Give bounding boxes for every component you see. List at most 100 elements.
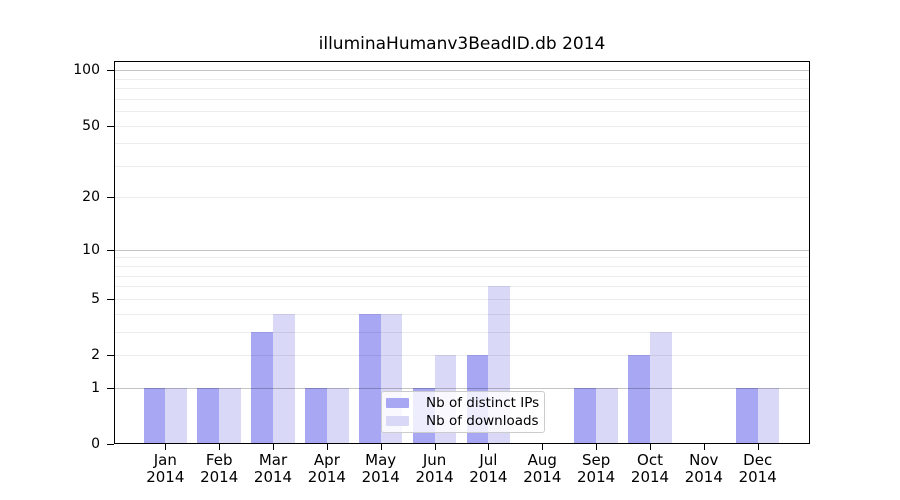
chart-title: illuminaHumanv3BeadID.db 2014 <box>318 34 606 54</box>
x-tick-label: Dec 2014 <box>728 452 788 486</box>
x-tick-month: Mar <box>258 451 288 469</box>
bar-distinct-ips-mar <box>251 331 273 444</box>
x-tick-label: Feb 2014 <box>189 452 249 486</box>
bar-distinct-ips-sep <box>574 387 597 444</box>
x-tick-month: Feb <box>205 451 233 469</box>
y-tick-label: 100 <box>73 62 100 78</box>
x-tick <box>596 444 598 450</box>
x-tick-month: Apr <box>313 451 340 469</box>
bar-distinct-ips-may <box>358 313 381 444</box>
x-tick <box>542 444 544 450</box>
y-tick-label: 1 <box>91 380 100 396</box>
x-tick <box>326 444 328 450</box>
legend-item-downloads: Nb of downloads <box>386 412 539 429</box>
x-tick-label: Jun 2014 <box>405 452 465 486</box>
x-tick-label: Jan 2014 <box>135 452 195 486</box>
x-tick <box>650 444 651 450</box>
x-tick <box>273 444 274 450</box>
x-tick <box>219 444 221 450</box>
legend-swatch-distinct-ips-icon <box>386 398 409 409</box>
bar-downloads-sep <box>596 387 618 444</box>
x-tick-label: Nov 2014 <box>674 452 734 486</box>
x-tick-month: Jan <box>153 451 177 469</box>
y-tick <box>107 126 114 127</box>
y-tick-label: 5 <box>91 291 100 307</box>
x-tick-year: 2014 <box>361 468 400 486</box>
y-tick-label: 0 <box>91 436 100 452</box>
x-tick-year: 2014 <box>469 468 508 486</box>
gridline-minor <box>115 266 809 267</box>
y-tick <box>107 70 114 71</box>
gridline-minor <box>115 355 809 356</box>
bar-downloads-feb <box>219 387 241 444</box>
gridline-minor <box>115 197 809 198</box>
gridline-minor <box>115 143 809 144</box>
x-tick-label: Sep 2014 <box>566 452 626 486</box>
x-tick-month: Nov <box>689 451 719 469</box>
gridline-major <box>115 70 809 71</box>
x-tick <box>757 444 759 450</box>
gridline-minor <box>115 299 809 300</box>
bar-distinct-ips-feb <box>197 387 220 444</box>
y-tick <box>107 250 114 251</box>
gridline-minor <box>115 79 809 80</box>
x-tick-label: Apr 2014 <box>297 452 357 486</box>
x-tick-year: 2014 <box>738 468 777 486</box>
x-tick-month: Jul <box>479 451 498 469</box>
legend: Nb of distinct IPs Nb of downloads <box>381 391 545 433</box>
bar-distinct-ips-oct <box>628 355 650 444</box>
legend-item-distinct-ips: Nb of distinct IPs <box>386 395 540 412</box>
x-tick-year: 2014 <box>577 468 616 486</box>
gridline-minor <box>115 126 809 127</box>
y-tick-label: 50 <box>82 118 100 134</box>
gridline-major <box>115 388 809 389</box>
y-tick-label: 20 <box>82 189 100 205</box>
x-tick-year: 2014 <box>630 468 670 486</box>
gridline-minor <box>115 314 809 315</box>
plot-frame <box>114 61 810 444</box>
y-tick <box>107 299 114 300</box>
x-tick-label: Aug 2014 <box>512 452 572 486</box>
gridline-major <box>115 250 809 251</box>
gridline-minor <box>115 99 809 100</box>
y-tick <box>107 355 114 356</box>
x-tick <box>165 444 167 450</box>
y-tick <box>107 444 114 445</box>
x-tick-label: Mar 2014 <box>243 452 303 486</box>
bar-downloads-apr <box>326 387 349 444</box>
bar-distinct-ips-dec <box>735 387 758 444</box>
bar-distinct-ips-jan <box>143 387 166 444</box>
x-tick-month: Jun <box>422 451 447 469</box>
bar-downloads-oct <box>650 331 672 444</box>
gridline-minor <box>115 286 809 287</box>
x-tick-year: 2014 <box>307 468 346 486</box>
legend-label-distinct-ips: Nb of distinct IPs <box>426 395 540 412</box>
legend-swatch-downloads-icon <box>386 415 409 426</box>
x-tick-label: Oct 2014 <box>620 452 680 486</box>
x-tick-month: Sep <box>581 451 611 469</box>
x-tick-label: May 2014 <box>351 452 411 486</box>
bar-downloads-dec <box>757 387 780 444</box>
gridline-minor <box>115 111 809 112</box>
x-tick-month: May <box>365 451 397 469</box>
x-tick-month: Dec <box>743 451 773 469</box>
gridline-minor <box>115 332 809 333</box>
bar-distinct-ips-apr <box>305 387 327 444</box>
x-tick-year: 2014 <box>415 468 454 486</box>
x-tick-label: Jul 2014 <box>458 452 518 486</box>
x-tick <box>434 444 436 450</box>
gridline-minor <box>115 88 809 89</box>
x-tick-year: 2014 <box>684 468 723 486</box>
y-tick-label: 10 <box>82 242 100 258</box>
y-tick-label: 2 <box>91 347 100 363</box>
x-tick-month: Oct <box>637 451 663 469</box>
bar-downloads-mar <box>273 313 295 444</box>
x-tick-year: 2014 <box>523 468 562 486</box>
legend-label-downloads: Nb of downloads <box>426 412 539 429</box>
x-tick-year: 2014 <box>253 468 293 486</box>
gridline-minor <box>115 166 809 167</box>
x-tick <box>703 444 705 450</box>
bar-downloads-jan <box>165 387 188 444</box>
y-tick <box>107 388 114 389</box>
